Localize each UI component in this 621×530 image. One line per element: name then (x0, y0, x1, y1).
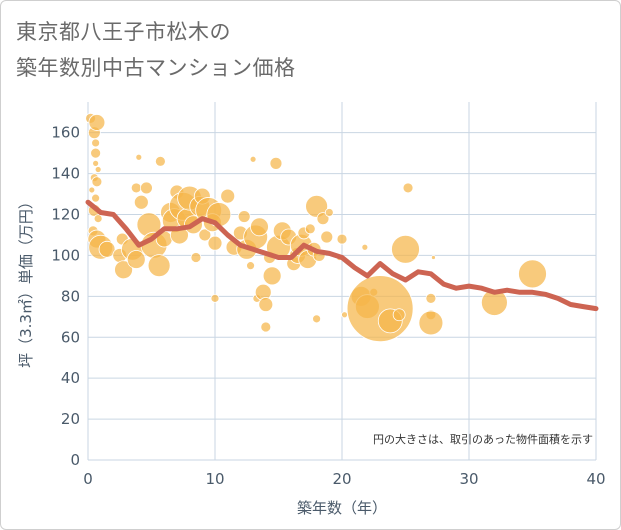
bubble-point (91, 193, 101, 203)
bubble-point (207, 235, 223, 251)
bubble-point (324, 208, 334, 217)
bubble-point (98, 240, 116, 258)
trend-line-layer (85, 199, 599, 312)
bubble-point (246, 261, 255, 271)
bubble-point (391, 234, 420, 264)
x-axis-title: 築年数（年） (297, 499, 387, 517)
bubble-point (316, 212, 330, 226)
bubble-point (431, 255, 436, 260)
bubble-point (312, 314, 322, 324)
grid-lines (87, 102, 597, 461)
y-tick-label: 60 (61, 328, 80, 346)
bubble-point (518, 259, 547, 289)
bubble-point (402, 182, 414, 194)
x-tick-label: 10 (205, 470, 224, 488)
bubble-point (269, 156, 283, 170)
bubble-point (154, 155, 166, 167)
bubble-point (341, 311, 348, 319)
bubble-point (91, 176, 103, 188)
average-price-line (85, 199, 599, 312)
bubble-point (346, 275, 414, 343)
bubble-point (262, 266, 282, 286)
bubble-point (220, 188, 236, 204)
bubble-point (130, 182, 142, 194)
bubble-point (140, 181, 153, 195)
bubble-point (258, 297, 274, 312)
y-axis-title: 坪（3.3㎡）単価（万円） (17, 194, 35, 368)
x-tick-label: 30 (459, 470, 478, 488)
bubble-point (418, 310, 444, 336)
y-tick-label: 20 (61, 410, 80, 428)
y-tick-label: 80 (61, 287, 80, 305)
bubble-point (198, 228, 212, 242)
bubble-point (425, 292, 437, 304)
bubble-point (250, 217, 269, 237)
y-tick-label: 120 (51, 206, 80, 224)
bubble-point (147, 254, 171, 278)
bubble-point (114, 260, 133, 280)
bubble-point (260, 321, 272, 333)
y-tick-label: 40 (61, 369, 80, 387)
title-line-2: 築年数別中古マンション価格 (16, 56, 296, 80)
bubble-point (94, 166, 102, 173)
bubble-point (135, 153, 143, 161)
bubble-point (90, 147, 102, 159)
bubble-point (305, 194, 329, 218)
bubble-point (190, 252, 202, 263)
bubble-point (237, 210, 251, 223)
y-tick-label: 100 (51, 246, 80, 264)
y-tick-label: 0 (70, 451, 80, 469)
y-tick-labels: 0 20 40 60 80 100 120 140 160 (51, 124, 80, 469)
chart-annotation: 円の大きさは、取引のあった物件面積を示す (373, 432, 593, 446)
bubble-point (336, 233, 348, 245)
x-tick-label: 0 (83, 470, 93, 488)
bubble-point (304, 223, 316, 235)
bubble-point (392, 308, 406, 322)
bubble-point (88, 186, 96, 194)
bubble-point (93, 214, 103, 224)
y-tick-label: 140 (51, 165, 80, 183)
bubble-point (361, 243, 369, 251)
bubble-point (126, 250, 146, 269)
x-tick-labels: 0 10 20 30 40 (83, 470, 605, 488)
title-line-1: 東京都八王子市松木の (16, 20, 231, 44)
bubble-point (91, 138, 101, 148)
bubble-point (88, 114, 106, 131)
bubble-point (133, 194, 149, 210)
bubble-point (320, 230, 334, 244)
x-tick-label: 20 (332, 470, 351, 488)
x-tick-label: 40 (586, 470, 605, 488)
bubble-point (249, 155, 257, 163)
chart-title: 東京都八王子市松木の 築年数別中古マンション価格 (16, 14, 296, 86)
bubble-point (92, 159, 100, 167)
bubble-point (480, 289, 508, 316)
y-tick-label: 160 (51, 124, 80, 142)
bubble-point (210, 293, 220, 303)
